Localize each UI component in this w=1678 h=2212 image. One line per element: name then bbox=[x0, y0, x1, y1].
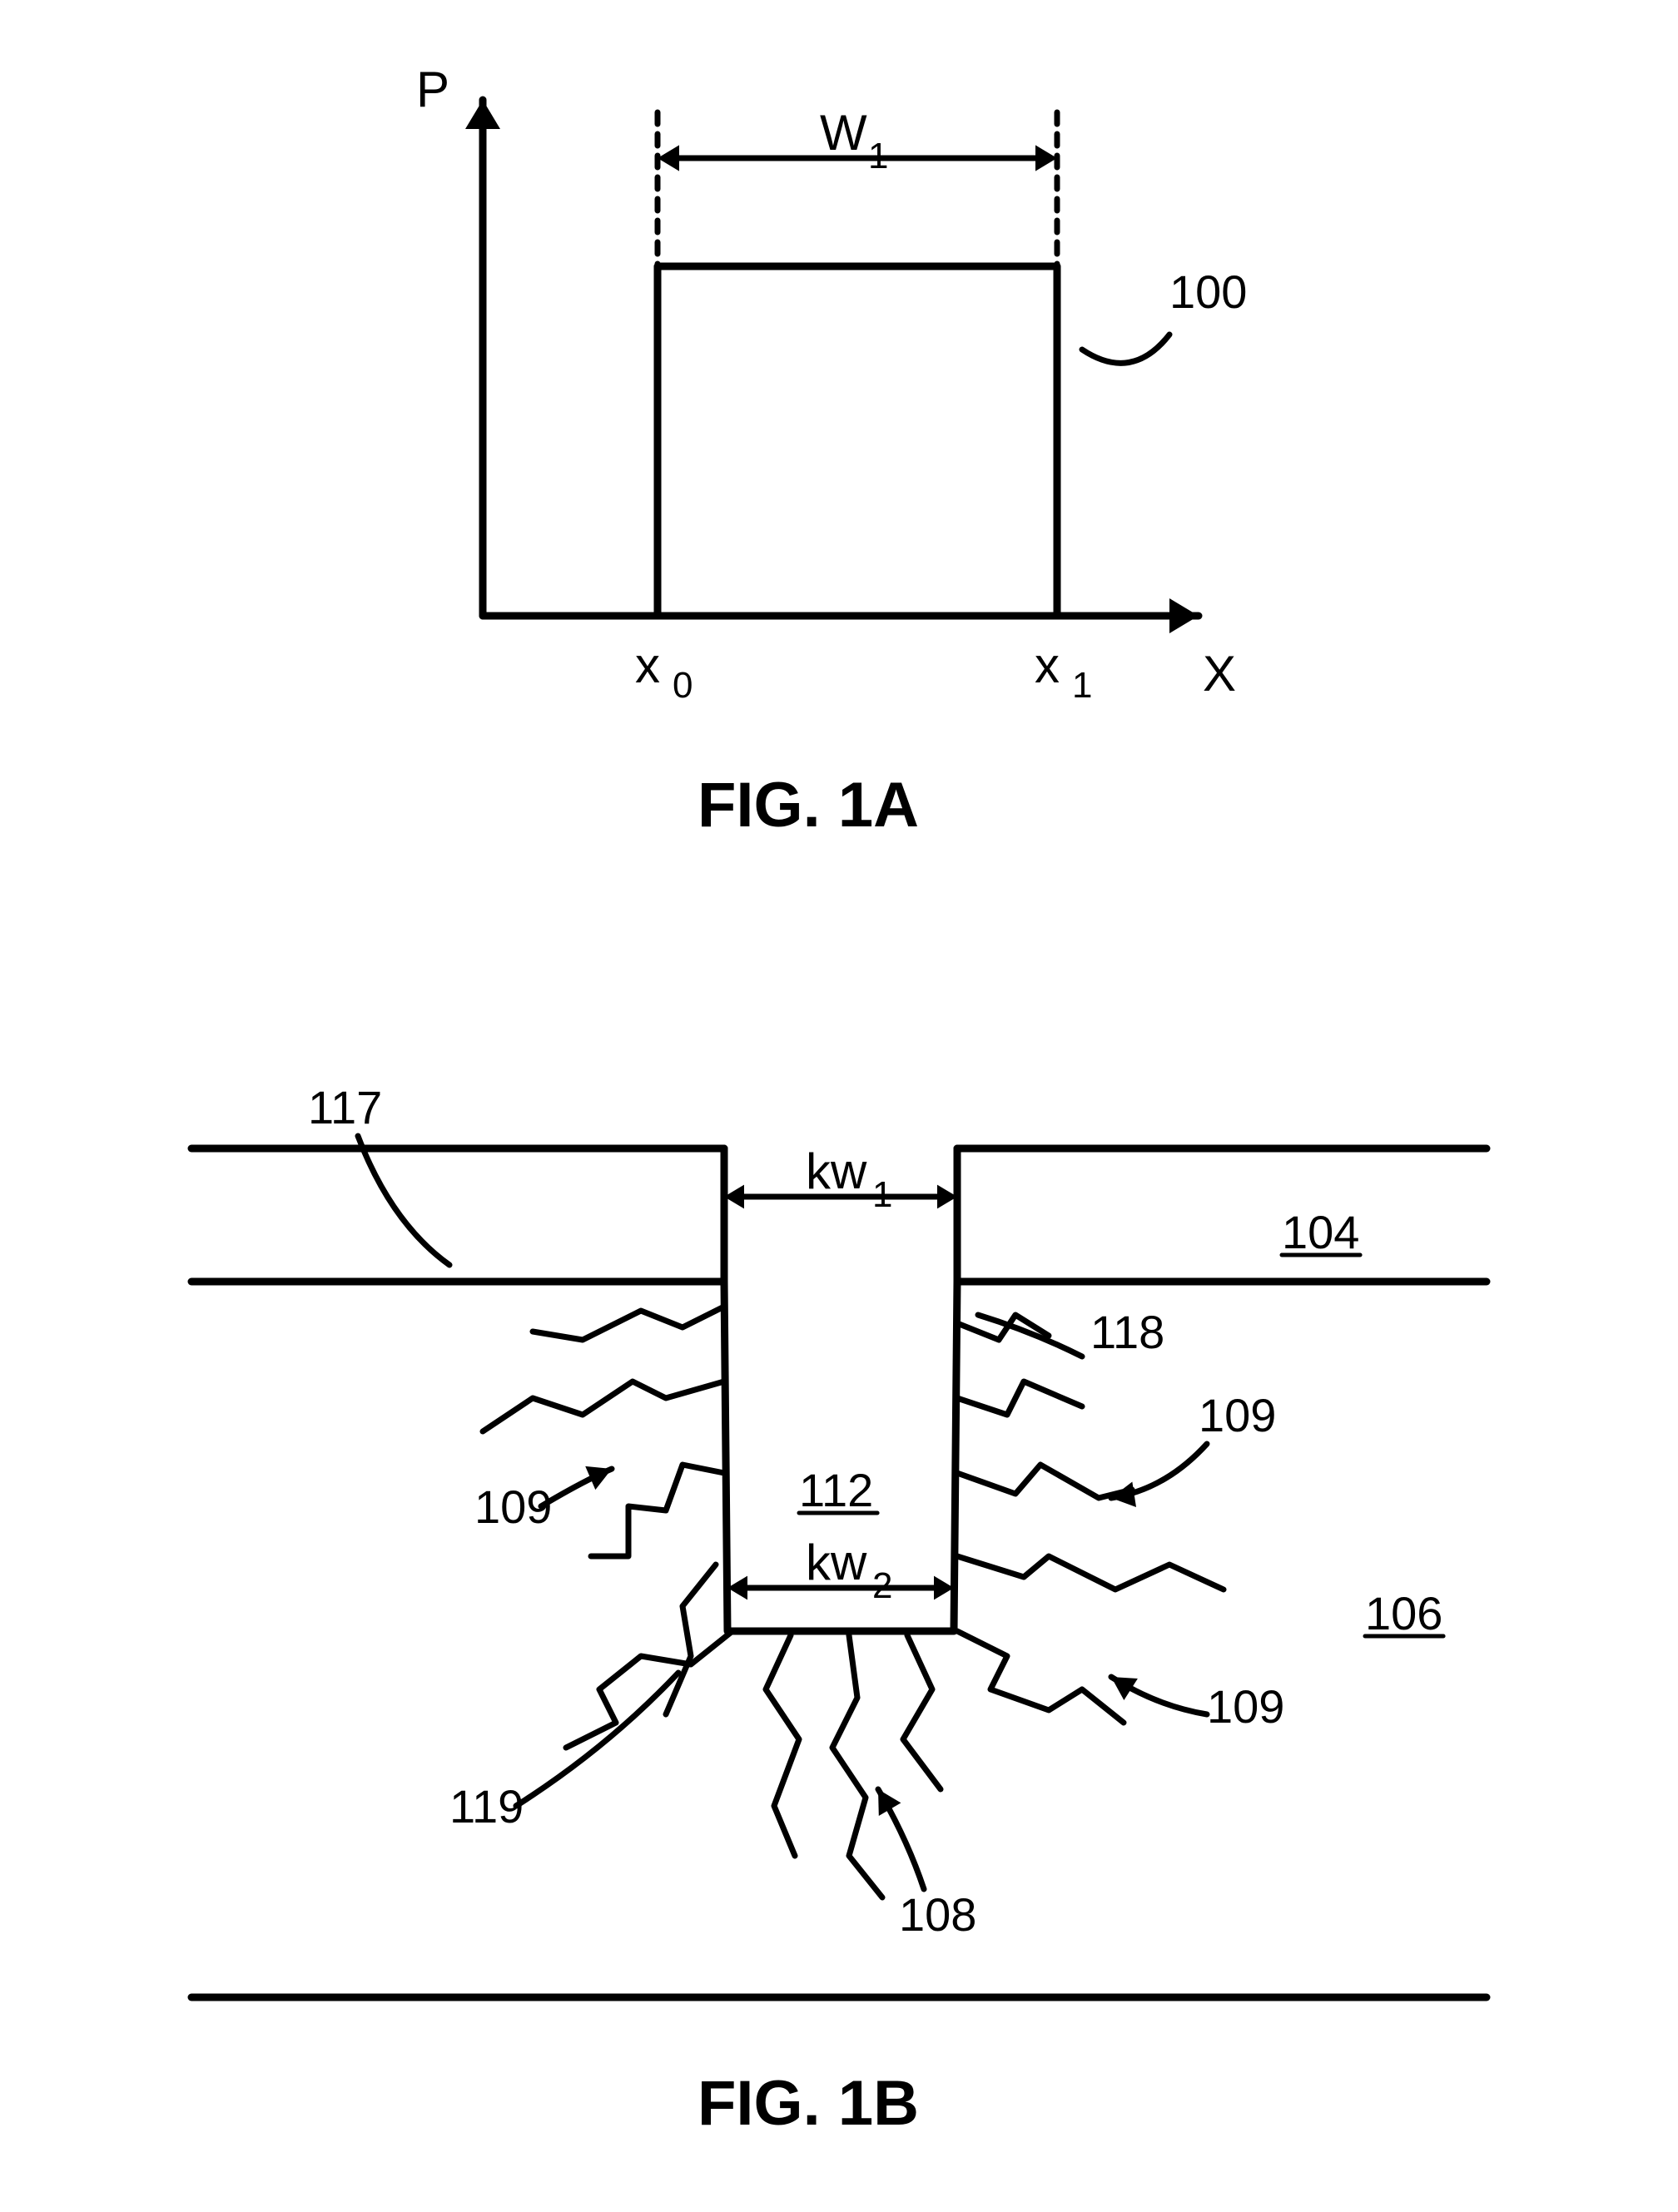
tick-x1: x1 bbox=[1035, 637, 1092, 706]
label-kw1: kw1 bbox=[806, 1143, 892, 1215]
ref-100: 100 bbox=[1169, 265, 1247, 318]
crack-9 bbox=[957, 1556, 1224, 1590]
svg-text:0: 0 bbox=[673, 665, 693, 706]
crack-1 bbox=[483, 1381, 724, 1431]
axis-label-p: P bbox=[416, 62, 449, 117]
svg-text:x: x bbox=[1035, 637, 1060, 693]
crack-5 bbox=[766, 1635, 799, 1856]
ref-108: 108 bbox=[899, 1888, 976, 1941]
ref-117: 117 bbox=[308, 1081, 382, 1133]
ref-109-lower-right: 109 bbox=[1207, 1680, 1284, 1733]
crack-2 bbox=[591, 1465, 724, 1556]
crack-4 bbox=[566, 1631, 732, 1748]
intensity-profile bbox=[658, 266, 1057, 616]
tick-x0: x0 bbox=[635, 637, 693, 706]
crack-11 bbox=[957, 1381, 1082, 1415]
svg-text:kw: kw bbox=[806, 1535, 867, 1590]
label-kw2: kw2 bbox=[806, 1535, 892, 1606]
svg-text:1: 1 bbox=[1072, 665, 1092, 706]
crack-10 bbox=[957, 1465, 1132, 1498]
axis-label-x: X bbox=[1203, 646, 1236, 702]
ref-119: 119 bbox=[449, 1780, 524, 1833]
svg-text:x: x bbox=[635, 637, 660, 693]
label-w1: W1 bbox=[820, 105, 888, 176]
ref-106: 106 bbox=[1365, 1587, 1442, 1639]
svg-text:W: W bbox=[820, 105, 867, 161]
crack-0 bbox=[533, 1307, 724, 1340]
ref-104: 104 bbox=[1282, 1206, 1359, 1258]
ref-112: 112 bbox=[799, 1464, 873, 1516]
crack-3 bbox=[666, 1565, 716, 1714]
ref-109-upper-right: 109 bbox=[1199, 1389, 1276, 1441]
svg-text:kw: kw bbox=[806, 1143, 867, 1199]
fig-1b-title: FIG. 1B bbox=[698, 2067, 919, 2140]
crack-8 bbox=[957, 1631, 1124, 1723]
svg-text:2: 2 bbox=[872, 1565, 892, 1606]
svg-text:1: 1 bbox=[872, 1174, 892, 1215]
crack-7 bbox=[903, 1635, 941, 1789]
crack-6 bbox=[832, 1635, 882, 1897]
fig-1a-title: FIG. 1A bbox=[698, 769, 919, 841]
svg-text:1: 1 bbox=[868, 136, 888, 176]
ref-118: 118 bbox=[1090, 1306, 1164, 1358]
